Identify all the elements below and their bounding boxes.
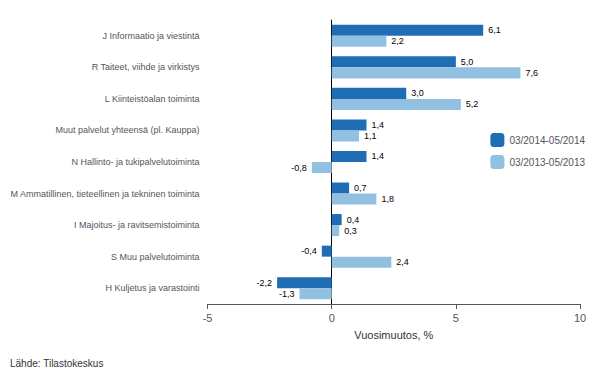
svg-text:5,0: 5,0: [461, 57, 474, 67]
svg-text:1,4: 1,4: [371, 120, 384, 130]
svg-text:03/2014-05/2014: 03/2014-05/2014: [509, 135, 585, 146]
svg-text:-5: -5: [203, 312, 213, 324]
svg-text:0,4: 0,4: [347, 215, 360, 225]
svg-text:-0,8: -0,8: [291, 163, 307, 173]
svg-text:-0,4: -0,4: [301, 246, 317, 256]
svg-text:0: 0: [329, 312, 335, 324]
svg-text:2,4: 2,4: [396, 257, 409, 267]
svg-text:L Kiinteistöalan toiminta: L Kiinteistöalan toiminta: [105, 94, 200, 104]
svg-text:0,7: 0,7: [354, 183, 367, 193]
svg-text:5: 5: [453, 312, 459, 324]
svg-text:5,2: 5,2: [466, 99, 479, 109]
svg-text:-2,2: -2,2: [257, 278, 273, 288]
svg-text:I Majoitus- ja ravitsemistoimi: I Majoitus- ja ravitsemistoiminta: [74, 220, 200, 230]
svg-text:3,0: 3,0: [411, 88, 424, 98]
svg-text:R Taiteet, viihde ja virkistys: R Taiteet, viihde ja virkistys: [92, 62, 200, 72]
svg-text:Vuosimuutos, %: Vuosimuutos, %: [354, 329, 433, 341]
svg-text:0,3: 0,3: [344, 226, 357, 236]
svg-text:J Informaatio ja viestintä: J Informaatio ja viestintä: [103, 31, 200, 41]
svg-text:M Ammatillinen, tieteellinen j: M Ammatillinen, tieteellinen ja tekninen…: [10, 189, 199, 199]
svg-text:Lähde: Tilastokeskus: Lähde: Tilastokeskus: [10, 358, 103, 369]
svg-text:1,4: 1,4: [371, 151, 384, 161]
svg-text:Muut palvelut yhteensä (pl. Ka: Muut palvelut yhteensä (pl. Kauppa): [55, 125, 199, 135]
svg-text:-1,3: -1,3: [279, 289, 295, 299]
svg-text:S Muu palvelutoiminta: S Muu palvelutoiminta: [111, 252, 200, 262]
svg-text:1,1: 1,1: [364, 131, 377, 141]
svg-text:03/2013-05/2013: 03/2013-05/2013: [509, 157, 585, 168]
svg-text:N Hallinto- ja tukipalvelutoim: N Hallinto- ja tukipalvelutoiminta: [72, 157, 200, 167]
svg-text:7,6: 7,6: [525, 68, 538, 78]
svg-text:1,8: 1,8: [381, 194, 394, 204]
svg-text:2,2: 2,2: [391, 36, 404, 46]
svg-text:6,1: 6,1: [488, 25, 501, 35]
svg-text:10: 10: [574, 312, 586, 324]
svg-text:H Kuljetus ja varastointi: H Kuljetus ja varastointi: [106, 283, 200, 293]
